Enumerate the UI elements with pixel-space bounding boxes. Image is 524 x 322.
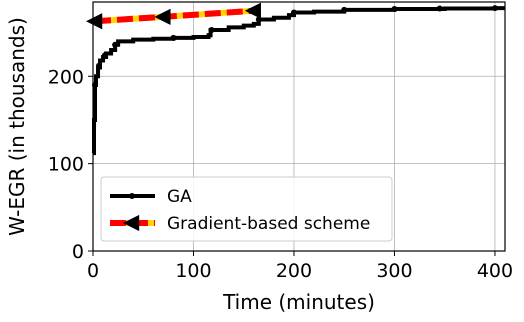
- series-ga-point: [96, 62, 103, 69]
- plot-frame: [92, 1, 506, 252]
- x-tick-label: 300: [376, 260, 412, 282]
- legend-marker-ga: [129, 193, 135, 199]
- y-tick-label: 100: [48, 154, 84, 176]
- legend-marker-gradient: [123, 214, 140, 232]
- series-ga-point: [290, 9, 297, 16]
- series-layer: [86, 2, 505, 156]
- legend: GA Gradient-based scheme: [100, 176, 393, 242]
- series-ga-line: [92, 6, 505, 156]
- series-ga-point: [391, 5, 398, 12]
- y-axis-label: W-EGR (in thousands): [5, 17, 29, 236]
- series-gradient-point: [86, 13, 103, 30]
- y-tick-label: 0: [72, 241, 84, 263]
- x-tick-label: 200: [276, 260, 312, 282]
- series-gradient-point: [244, 2, 261, 19]
- series-ga-point: [112, 41, 119, 48]
- series-ga-point: [208, 26, 215, 33]
- series-ga-point: [491, 5, 498, 12]
- legend-label-ga: GA: [167, 187, 192, 207]
- ticks: 0 100 200 300 400 0 100 200: [48, 66, 513, 282]
- x-tick-label: 100: [175, 260, 211, 282]
- x-tick-label: 0: [87, 260, 99, 282]
- series-ga-point: [102, 52, 109, 59]
- x-tick-label: 400: [477, 260, 513, 282]
- x-axis-label: Time (minutes): [222, 290, 375, 314]
- y-tick-label: 200: [48, 66, 84, 88]
- series-ga-point: [341, 6, 348, 13]
- legend-items: GA Gradient-based scheme: [110, 187, 370, 234]
- series-ga-point: [436, 5, 443, 12]
- series-gradient-point: [154, 8, 171, 25]
- legend-box: [100, 176, 393, 242]
- series-gradient-line: [94, 7, 254, 25]
- series-ga-point: [170, 34, 177, 41]
- legend-label-gradient: Gradient-based scheme: [167, 214, 370, 234]
